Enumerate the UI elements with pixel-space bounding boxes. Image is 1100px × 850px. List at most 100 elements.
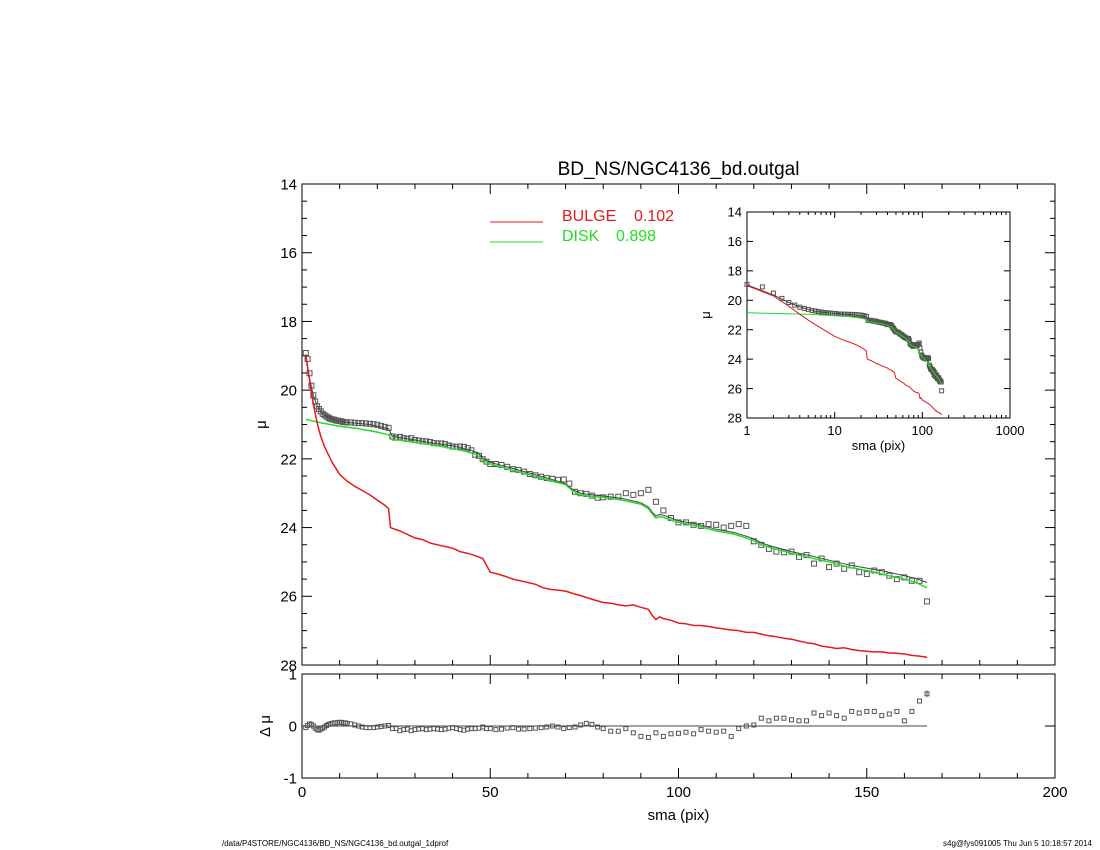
residual-point <box>589 721 595 727</box>
residual-point <box>796 718 802 724</box>
residual-point <box>789 717 794 723</box>
data-point <box>660 507 667 514</box>
inset-data-point <box>744 281 750 287</box>
residual-xtick-label: 150 <box>854 784 879 801</box>
data-point <box>331 416 337 423</box>
inset-plot-frame <box>746 211 1011 419</box>
residual-point <box>826 710 832 716</box>
residual-point <box>595 724 601 730</box>
inset-ytick-label: 26 <box>728 381 742 396</box>
residual-point <box>538 725 544 731</box>
residual-point <box>751 722 757 728</box>
residual-point <box>834 713 840 719</box>
residual-point <box>758 715 764 721</box>
residual-point <box>721 728 727 734</box>
residual-point <box>668 731 674 737</box>
residual-point <box>660 733 666 739</box>
footer-filepath: /data/P4STORE/NGC4136/BD_NS/NGC4136_bd.o… <box>222 839 449 848</box>
inset-ytick-label: 16 <box>728 234 742 249</box>
residual-xtick-label: 0 <box>298 784 306 801</box>
residual-point <box>600 726 606 732</box>
data-point <box>378 422 385 429</box>
data-point <box>325 414 332 421</box>
residual-point <box>555 724 561 730</box>
inset-data-point <box>925 355 931 361</box>
residual-ytick-label: 1 <box>289 666 297 683</box>
bulge-line <box>305 355 928 659</box>
residual-point <box>544 724 550 730</box>
data-point <box>826 564 833 571</box>
residual-point <box>645 734 651 740</box>
residual-point <box>527 726 533 732</box>
residual-point <box>766 718 772 724</box>
main-profile-plot: 14 16 18 20 22 24 26 28 BD_NS/NGC4136_bd.outgal μ… <box>253 159 1056 674</box>
data-point <box>728 522 735 529</box>
residual-point <box>706 728 712 734</box>
data-point <box>863 571 870 577</box>
x-axis-label: sma (pix) <box>648 807 710 824</box>
residual-point <box>736 726 742 732</box>
y-axis-label: μ <box>253 420 270 429</box>
inset-xtick-label: 1 <box>743 423 750 438</box>
inset-x-axis-label: sma (pix) <box>852 438 905 453</box>
data-point <box>796 553 802 560</box>
residual-xtick-label: 50 <box>482 784 499 801</box>
main-series-group <box>302 350 930 659</box>
residual-point <box>781 715 787 721</box>
residual-point <box>917 698 922 704</box>
main-ytick-label: 16 <box>280 245 297 262</box>
main-ytick-label: 28 <box>280 657 297 674</box>
inset-xtick-label: 1000 <box>996 423 1025 438</box>
inset-xtick-label: 10 <box>827 423 841 438</box>
data-point <box>637 490 644 497</box>
data-point <box>901 574 908 581</box>
chart-title: BD_NS/NGC4136_bd.outgal <box>558 159 800 180</box>
residual-point <box>811 710 817 716</box>
data-point <box>370 421 377 428</box>
data-point <box>645 486 652 493</box>
data-point <box>924 598 930 605</box>
residual-point <box>615 728 621 734</box>
residual-xtick-label: 200 <box>1042 784 1067 801</box>
legend-value-bulge: 0.102 <box>634 208 674 225</box>
residual-point <box>572 724 578 730</box>
data-point <box>630 491 637 498</box>
residual-point <box>561 726 567 732</box>
data-point <box>856 569 863 576</box>
residual-point <box>698 727 704 733</box>
residual-ytick-label: -1 <box>284 770 297 787</box>
data-point <box>720 524 727 531</box>
residual-y-axis-label: Δ μ <box>257 715 274 737</box>
data-point <box>408 435 415 442</box>
residual-point <box>510 725 516 731</box>
inset-disk-line <box>746 312 943 386</box>
residual-point <box>871 708 877 714</box>
residual-point <box>487 726 493 732</box>
disk-line <box>305 418 928 589</box>
residual-point <box>653 730 659 736</box>
residual-point <box>578 722 584 728</box>
main-ytick-label: 18 <box>280 314 297 331</box>
residual-point <box>504 725 510 731</box>
data-point <box>788 548 795 555</box>
main-ytick-label: 24 <box>280 520 297 537</box>
data-point <box>310 392 317 399</box>
residual-point <box>683 729 689 735</box>
inset-series-group <box>744 281 945 416</box>
inset-data-point <box>926 355 932 361</box>
residual-point <box>566 725 572 731</box>
residual-point <box>630 730 636 736</box>
residual-point <box>841 715 847 721</box>
residual-point <box>516 726 521 732</box>
data-point <box>374 421 381 428</box>
residual-point <box>676 730 681 736</box>
residual-point <box>728 733 734 739</box>
inset-ytick-label: 18 <box>728 264 742 279</box>
residual-point <box>713 729 719 735</box>
residual-point <box>521 726 527 732</box>
residual-point <box>743 723 749 729</box>
residual-point <box>608 728 614 734</box>
inset-bulge-line <box>746 285 943 416</box>
data-point <box>735 521 742 528</box>
